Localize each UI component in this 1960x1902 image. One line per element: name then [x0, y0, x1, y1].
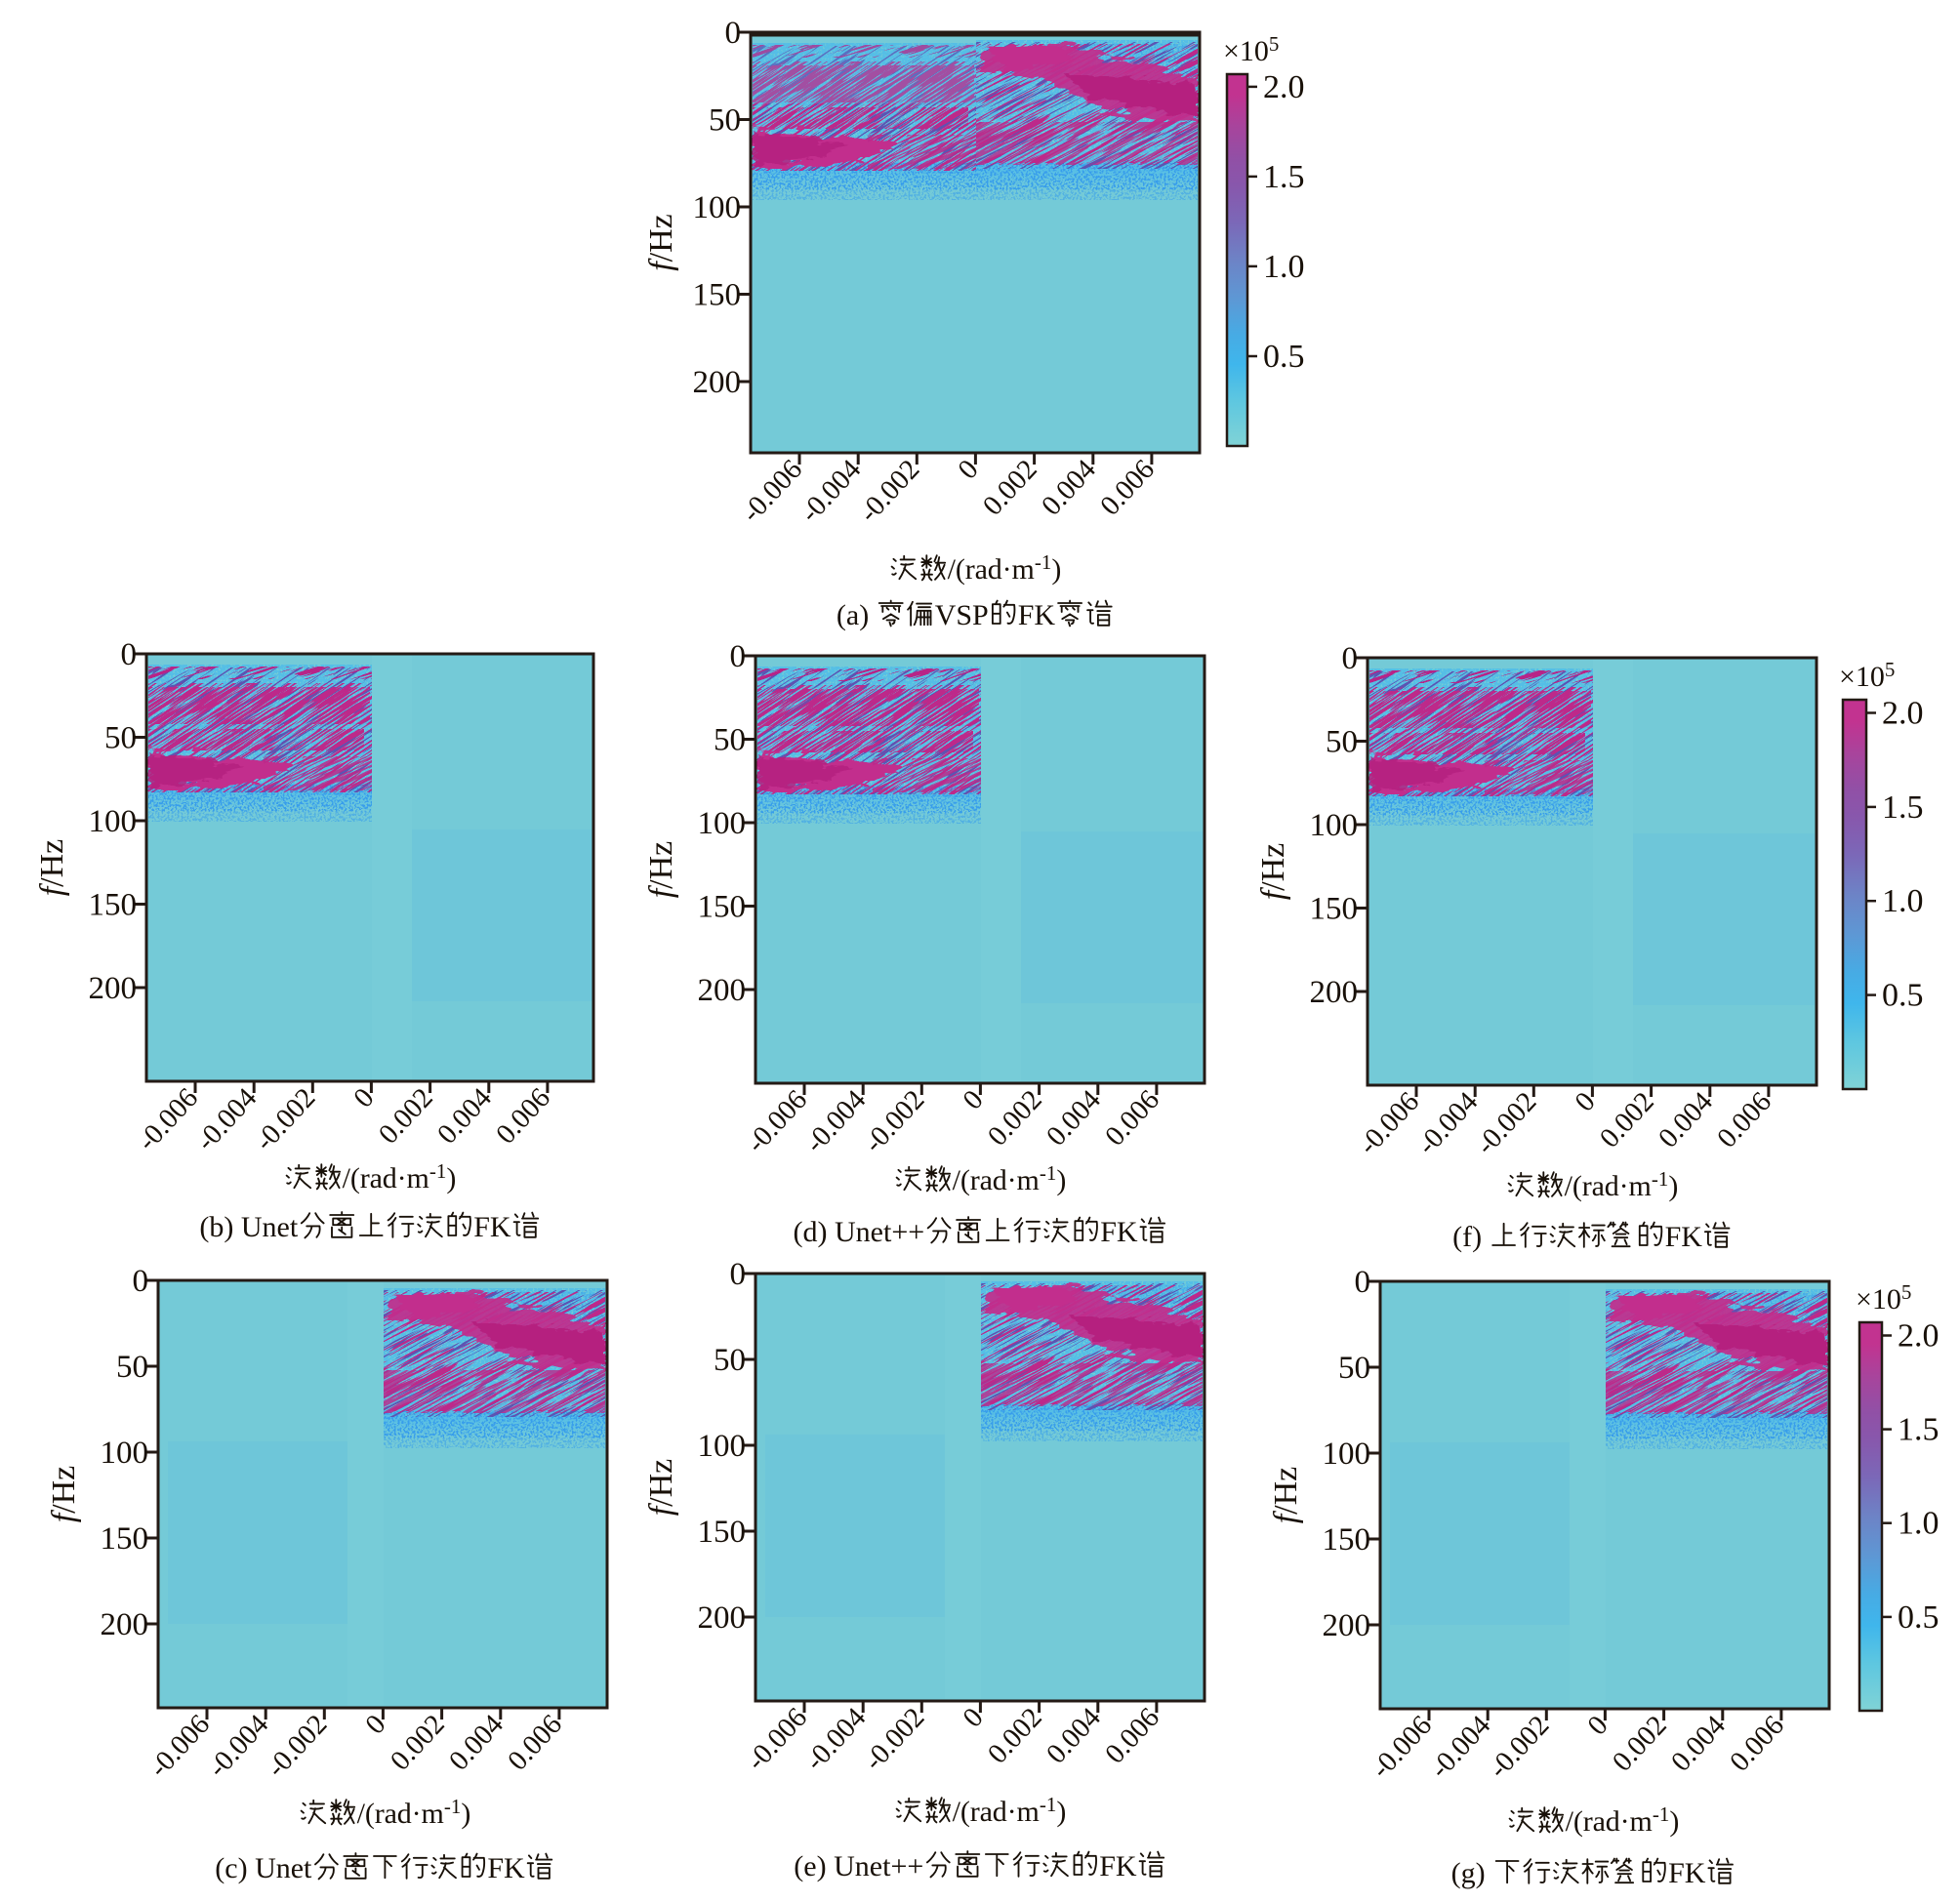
- svg-text:(d): (d): [794, 1216, 828, 1248]
- svg-text:/(rad·m: /(rad·m: [953, 1164, 1040, 1196]
- svg-text:-1: -1: [429, 1159, 447, 1183]
- svg-text:0.5: 0.5: [1898, 1599, 1940, 1636]
- svg-text:): ): [1056, 1796, 1066, 1828]
- svg-text:0: 0: [121, 637, 138, 672]
- svg-text:(a): (a): [837, 599, 869, 631]
- svg-text:2.0: 2.0: [1882, 696, 1924, 732]
- svg-text:50: 50: [714, 1343, 746, 1378]
- svg-text:f/Hz: f/Hz: [34, 839, 70, 897]
- svg-text:0: 0: [1355, 1265, 1371, 1300]
- svg-text:2.0: 2.0: [1263, 69, 1305, 105]
- svg-text:Unet++: Unet++: [834, 1850, 923, 1882]
- svg-text:Unet: Unet: [255, 1852, 312, 1884]
- svg-text:/(rad·m: /(rad·m: [953, 1796, 1040, 1828]
- svg-text:50: 50: [1326, 725, 1358, 760]
- svg-text:100: 100: [693, 190, 742, 225]
- svg-text:(c): (c): [215, 1852, 247, 1884]
- svg-text:50: 50: [116, 1350, 148, 1385]
- svg-text:50: 50: [1338, 1351, 1370, 1386]
- svg-text:1.0: 1.0: [1882, 883, 1924, 919]
- svg-text:1.5: 1.5: [1882, 789, 1924, 826]
- svg-text:FK: FK: [1099, 1850, 1137, 1882]
- svg-text:0: 0: [1342, 641, 1359, 676]
- svg-text:-1: -1: [1040, 1161, 1057, 1185]
- svg-text:f/Hz: f/Hz: [643, 1459, 679, 1517]
- svg-text:200: 200: [1310, 975, 1359, 1010]
- svg-text:50: 50: [714, 723, 746, 758]
- svg-text:100: 100: [101, 1436, 149, 1471]
- svg-text:f/Hz: f/Hz: [643, 214, 679, 271]
- svg-text:150: 150: [1323, 1522, 1371, 1558]
- svg-text:100: 100: [698, 1429, 747, 1464]
- svg-text:VSP: VSP: [935, 599, 989, 631]
- svg-text:2.0: 2.0: [1898, 1318, 1940, 1355]
- svg-text:150: 150: [101, 1521, 149, 1557]
- svg-text:150: 150: [698, 1515, 747, 1550]
- svg-text:-1: -1: [444, 1795, 462, 1818]
- svg-text:200: 200: [698, 973, 747, 1008]
- svg-text:FK: FK: [1668, 1857, 1706, 1889]
- svg-text:f/Hz: f/Hz: [1268, 1467, 1304, 1524]
- svg-text:150: 150: [693, 278, 742, 313]
- svg-text:100: 100: [698, 806, 747, 841]
- svg-text:150: 150: [1310, 892, 1359, 927]
- svg-text:f/Hz: f/Hz: [1255, 843, 1291, 901]
- svg-text:100: 100: [1310, 808, 1359, 843]
- svg-text:f/Hz: f/Hz: [643, 841, 679, 899]
- svg-text:-1: -1: [1653, 1802, 1670, 1826]
- svg-text:150: 150: [89, 888, 138, 923]
- svg-text:FK: FK: [473, 1211, 511, 1243]
- svg-text:0.5: 0.5: [1882, 978, 1924, 1014]
- svg-text:Unet++: Unet++: [835, 1216, 924, 1248]
- svg-text:150: 150: [698, 890, 747, 925]
- svg-text:200: 200: [693, 365, 742, 400]
- svg-text:(g): (g): [1451, 1857, 1486, 1889]
- svg-text:100: 100: [89, 804, 138, 839]
- svg-text:0: 0: [133, 1264, 149, 1299]
- svg-text:Unet: Unet: [241, 1211, 299, 1243]
- svg-text:): ): [446, 1162, 456, 1194]
- svg-text:200: 200: [89, 971, 138, 1006]
- svg-text:0: 0: [725, 16, 742, 51]
- svg-text:): ): [1668, 1170, 1678, 1202]
- svg-text:): ): [461, 1798, 470, 1830]
- svg-text:0: 0: [730, 1257, 747, 1292]
- svg-text:-1: -1: [1040, 1793, 1057, 1816]
- svg-text:FK: FK: [487, 1852, 525, 1884]
- svg-text:FK: FK: [1100, 1216, 1138, 1248]
- svg-text:-1: -1: [1035, 550, 1052, 574]
- svg-text:(b): (b): [199, 1211, 233, 1243]
- svg-text:/(rad·m: /(rad·m: [1565, 1170, 1652, 1202]
- svg-text:-1: -1: [1652, 1167, 1669, 1191]
- svg-text:(e): (e): [794, 1850, 826, 1882]
- svg-text:1.5: 1.5: [1898, 1412, 1940, 1448]
- svg-text:1.0: 1.0: [1898, 1506, 1940, 1542]
- svg-text:1.0: 1.0: [1263, 249, 1305, 285]
- svg-text:/(rad·m: /(rad·m: [948, 553, 1035, 586]
- svg-text:/(rad·m: /(rad·m: [357, 1798, 444, 1830]
- svg-text:200: 200: [1323, 1608, 1371, 1643]
- svg-text:200: 200: [698, 1600, 747, 1636]
- svg-text:0: 0: [730, 639, 747, 674]
- svg-text:FK: FK: [1018, 599, 1056, 631]
- svg-text:/(rad·m: /(rad·m: [1566, 1805, 1653, 1838]
- svg-text:100: 100: [1323, 1437, 1371, 1472]
- svg-text:): ): [1669, 1805, 1679, 1838]
- svg-text:1.5: 1.5: [1263, 159, 1305, 195]
- svg-text:f/Hz: f/Hz: [46, 1466, 82, 1523]
- svg-text:50: 50: [709, 103, 741, 139]
- svg-text:0.5: 0.5: [1263, 339, 1305, 375]
- svg-text:50: 50: [104, 721, 137, 756]
- svg-text:/(rad·m: /(rad·m: [343, 1162, 429, 1194]
- svg-text:): ): [1051, 553, 1061, 586]
- svg-text:200: 200: [101, 1607, 149, 1642]
- svg-text:): ): [1056, 1164, 1066, 1196]
- svg-text:(f): (f): [1452, 1221, 1482, 1253]
- svg-text:FK: FK: [1665, 1221, 1703, 1253]
